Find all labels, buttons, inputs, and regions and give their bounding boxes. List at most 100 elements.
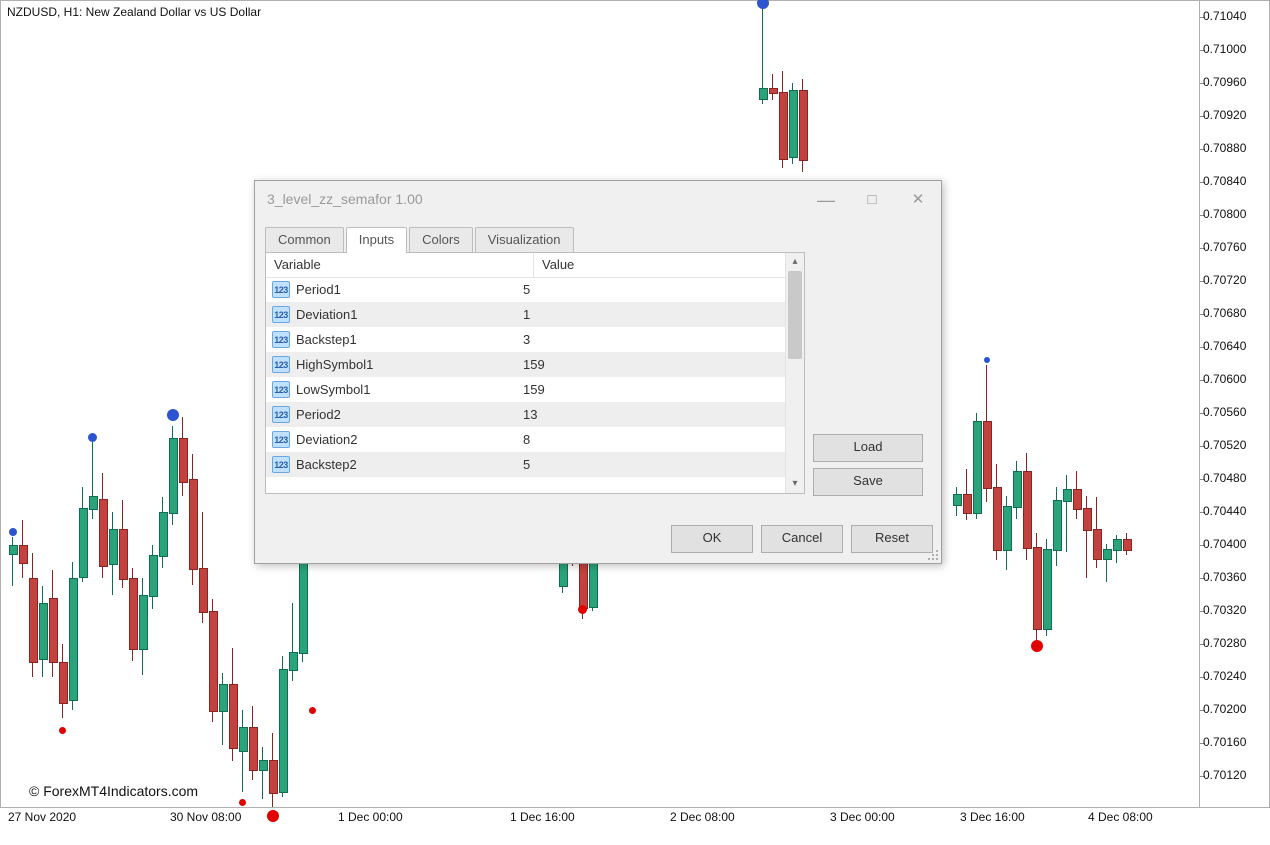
scroll-up-icon[interactable]: ▴	[786, 253, 804, 271]
table-row[interactable]: 123Deviation28	[266, 427, 786, 452]
candle-body	[69, 578, 78, 700]
candle-body	[1053, 500, 1062, 551]
param-value[interactable]: 8	[515, 432, 786, 447]
candle-body	[129, 578, 138, 650]
y-tick-label: 0.70800	[1200, 207, 1246, 221]
tab-inputs[interactable]: Inputs	[346, 227, 407, 253]
candle-body	[109, 529, 118, 566]
param-value[interactable]: 5	[515, 282, 786, 297]
candle-body	[229, 684, 238, 749]
param-value[interactable]: 159	[515, 357, 786, 372]
table-row[interactable]: 123 LowSymbol1 159	[266, 377, 786, 402]
candle-body	[963, 494, 972, 514]
candle-wick	[1076, 471, 1077, 519]
candle-body	[89, 496, 98, 510]
save-button[interactable]: Save	[813, 468, 923, 496]
minimize-button[interactable]: —	[803, 185, 849, 215]
candle-body	[1123, 539, 1132, 552]
candle-body	[79, 508, 88, 578]
table-row[interactable]: 123Backstep25	[266, 452, 786, 477]
candle-body	[199, 568, 208, 613]
candle-wick	[802, 79, 803, 172]
integer-icon: 123	[272, 331, 290, 348]
param-name: LowSymbol1	[296, 382, 370, 397]
param-value[interactable]: 159	[515, 382, 786, 397]
load-button[interactable]: Load	[813, 434, 923, 462]
integer-icon: 123	[272, 356, 290, 373]
candle-wick	[762, 8, 763, 104]
candle-wick	[782, 71, 783, 167]
col-value[interactable]: Value	[534, 253, 804, 277]
candle-body	[9, 545, 18, 555]
table-row[interactable]: 123Deviation11	[266, 302, 786, 327]
candle-body	[159, 512, 168, 557]
x-tick-label: 1 Dec 16:00	[510, 810, 575, 824]
candle-wick	[282, 656, 283, 796]
table-row[interactable]: 123HighSymbol1159	[266, 352, 786, 377]
candle-body	[769, 88, 778, 94]
x-tick-label: 2 Dec 08:00	[670, 810, 735, 824]
y-tick-label: 0.70520	[1200, 438, 1246, 452]
param-value[interactable]: 5	[515, 457, 786, 472]
candle-body	[289, 652, 298, 670]
candle-wick	[966, 469, 967, 520]
candle-wick	[182, 417, 183, 495]
y-tick-label: 0.70840	[1200, 174, 1246, 188]
candle-body	[1103, 549, 1112, 559]
tab-visualization[interactable]: Visualization	[475, 227, 574, 253]
candle-body	[973, 421, 982, 514]
param-value[interactable]: 1	[515, 307, 786, 322]
param-value[interactable]: 13	[515, 407, 786, 422]
integer-icon: 123	[272, 406, 290, 423]
candle-wick	[792, 83, 793, 164]
y-tick-label: 0.70600	[1200, 372, 1246, 386]
table-row[interactable]: 123Period15	[266, 277, 786, 302]
candle-wick	[172, 426, 173, 525]
candle-body	[39, 603, 48, 660]
candle-wick	[1126, 533, 1127, 555]
reset-button[interactable]: Reset	[851, 525, 933, 553]
y-tick-label: 0.70400	[1200, 537, 1246, 551]
col-variable[interactable]: Variable	[266, 253, 534, 277]
candle-body	[1003, 506, 1012, 552]
scrollbar[interactable]: ▴ ▾	[785, 253, 804, 493]
resize-grip-icon[interactable]	[927, 549, 939, 561]
scroll-thumb[interactable]	[788, 271, 802, 359]
scroll-down-icon[interactable]: ▾	[786, 475, 804, 493]
candle-wick	[232, 648, 233, 761]
candle-wick	[62, 644, 63, 718]
candle-body	[279, 669, 288, 793]
candle-wick	[122, 500, 123, 588]
candle-wick	[42, 586, 43, 677]
cancel-button[interactable]: Cancel	[761, 525, 843, 553]
y-tick-label: 0.70120	[1200, 768, 1246, 782]
y-tick-label: 0.70920	[1200, 108, 1246, 122]
candle-body	[759, 88, 768, 101]
y-tick-label: 0.70240	[1200, 669, 1246, 683]
table-row[interactable]: 123Period213	[266, 402, 786, 427]
integer-icon: 123	[272, 381, 290, 398]
y-tick-label: 0.71000	[1200, 42, 1246, 56]
candle-body	[789, 90, 798, 158]
candle-body	[589, 562, 598, 609]
candle-wick	[1046, 539, 1047, 636]
integer-icon: 123	[272, 306, 290, 323]
table-header: Variable Value	[266, 253, 804, 278]
semafor-marker	[9, 528, 17, 536]
candle-body	[29, 578, 38, 662]
param-value[interactable]: 3	[515, 332, 786, 347]
candle-body	[1083, 508, 1092, 531]
ok-button[interactable]: OK	[671, 525, 753, 553]
x-tick-label: 3 Dec 00:00	[830, 810, 895, 824]
x-tick-label: 27 Nov 2020	[8, 810, 76, 824]
table-row[interactable]: 123Backstep13	[266, 327, 786, 352]
candle-body	[953, 494, 962, 506]
integer-icon: 123	[272, 456, 290, 473]
candle-wick	[772, 74, 773, 100]
maximize-button[interactable]: □	[849, 185, 895, 215]
candle-body	[1093, 529, 1102, 560]
close-button[interactable]: ✕	[895, 185, 941, 215]
tab-common[interactable]: Common	[265, 227, 344, 253]
integer-icon: 123	[272, 431, 290, 448]
tab-colors[interactable]: Colors	[409, 227, 473, 253]
